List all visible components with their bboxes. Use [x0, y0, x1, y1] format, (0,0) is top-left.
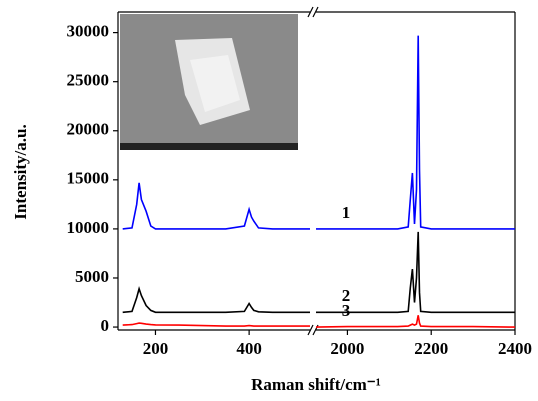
series-label: 1	[342, 203, 351, 222]
x-tick-label: 2200	[414, 339, 448, 358]
y-tick-label: 15000	[67, 169, 110, 188]
series-line	[122, 182, 310, 230]
series-label: 2	[342, 286, 351, 305]
y-tick-label: 30000	[67, 22, 110, 41]
series-label: 3	[342, 301, 351, 320]
y-tick-label: 20000	[67, 120, 110, 139]
y-tick-label: 0	[101, 316, 110, 335]
inset-image	[120, 14, 298, 150]
x-tick-label: 2400	[498, 339, 532, 358]
x-tick-label: 2000	[330, 339, 364, 358]
series-line	[122, 322, 310, 327]
y-tick-label: 5000	[75, 267, 109, 286]
series-line	[316, 231, 515, 314]
x-axis-label: Raman shift/cm⁻¹	[251, 375, 381, 394]
series-line	[316, 35, 515, 230]
series-line	[315, 315, 516, 328]
axis-break	[307, 324, 314, 336]
x-tick-label: 200	[143, 339, 169, 358]
axis-break	[307, 6, 314, 18]
y-tick-label: 25000	[67, 71, 110, 90]
x-tick-label: 400	[236, 339, 262, 358]
series-line	[122, 286, 310, 314]
y-tick-label: 10000	[67, 218, 110, 237]
axis-break	[312, 6, 319, 18]
y-axis-label: Intensity/a.u.	[11, 124, 30, 219]
